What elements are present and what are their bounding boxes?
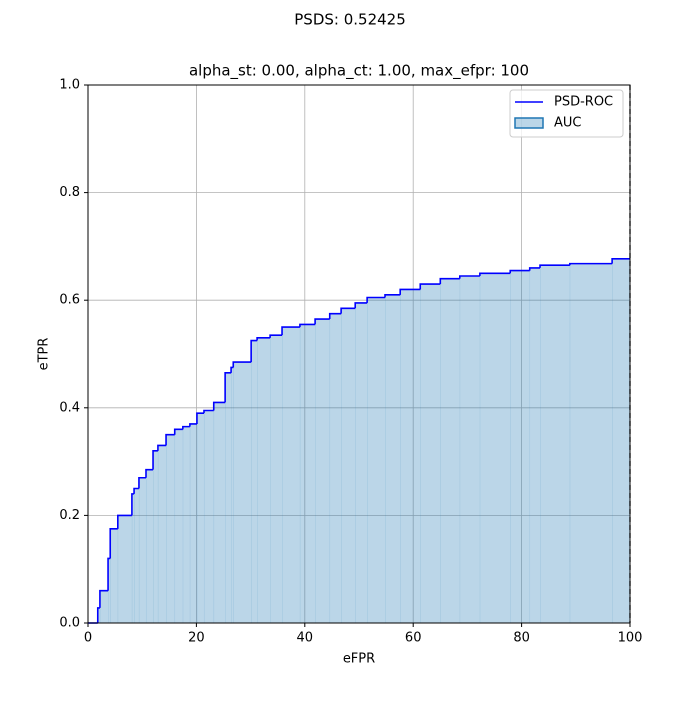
- x-tick-label: 80: [513, 631, 530, 646]
- y-tick-label: 0.2: [59, 508, 80, 523]
- chart-title: PSDS: 0.52425: [294, 11, 406, 29]
- auc-area: [420, 284, 440, 623]
- auc-area: [197, 413, 204, 623]
- auc-area: [225, 373, 231, 623]
- auc-area: [367, 298, 385, 623]
- y-tick-label: 0.0: [59, 616, 80, 631]
- auc-area: [118, 515, 132, 623]
- auc-area: [480, 273, 511, 623]
- auc-area: [190, 424, 197, 623]
- auc-area: [134, 489, 139, 624]
- x-tick-label: 60: [405, 631, 422, 646]
- x-tick-label: 0: [84, 631, 92, 646]
- auc-area: [214, 402, 226, 623]
- auc-area: [183, 427, 190, 623]
- auc-area: [282, 327, 300, 623]
- y-tick-label: 0.4: [59, 400, 80, 415]
- x-tick-label: 40: [297, 631, 314, 646]
- x-axis-label: eFPR: [343, 652, 375, 667]
- y-axis-label: eTPR: [37, 338, 52, 371]
- chart-subtitle: alpha_st: 0.00, alpha_ct: 1.00, max_efpr…: [189, 62, 529, 81]
- auc-area: [100, 591, 108, 623]
- auc-area: [300, 324, 315, 623]
- auc-area: [146, 470, 153, 623]
- auc-area: [355, 303, 367, 623]
- auc-area: [139, 478, 146, 623]
- auc-area: [153, 451, 158, 623]
- auc-area: [440, 279, 460, 623]
- auc-area: [204, 410, 214, 623]
- x-tick-label: 20: [188, 631, 205, 646]
- legend-swatch: [515, 118, 543, 128]
- y-tick-label: 0.8: [59, 185, 80, 200]
- auc-area: [330, 314, 342, 623]
- auc-area: [341, 308, 355, 623]
- auc-area: [385, 295, 400, 623]
- auc-area: [270, 335, 282, 623]
- y-tick-label: 1.0: [59, 78, 80, 93]
- legend-label: AUC: [554, 116, 582, 131]
- auc-area: [158, 445, 166, 623]
- auc-area: [612, 259, 630, 623]
- auc-area: [257, 338, 270, 623]
- auc-area: [540, 265, 570, 623]
- auc-area: [166, 435, 175, 623]
- auc-area: [460, 276, 480, 623]
- auc-area: [233, 362, 251, 623]
- x-tick-label: 100: [618, 631, 643, 646]
- auc-area: [251, 341, 257, 623]
- auc-area: [530, 268, 541, 623]
- auc-area: [510, 271, 530, 623]
- y-tick-label: 0.6: [59, 293, 80, 308]
- auc-area: [110, 529, 118, 623]
- auc-area: [175, 429, 183, 623]
- auc-area: [570, 264, 613, 623]
- auc-area: [315, 319, 330, 623]
- legend-label: PSD-ROC: [554, 95, 613, 110]
- auc-area: [400, 289, 420, 623]
- auc-area: [231, 367, 233, 623]
